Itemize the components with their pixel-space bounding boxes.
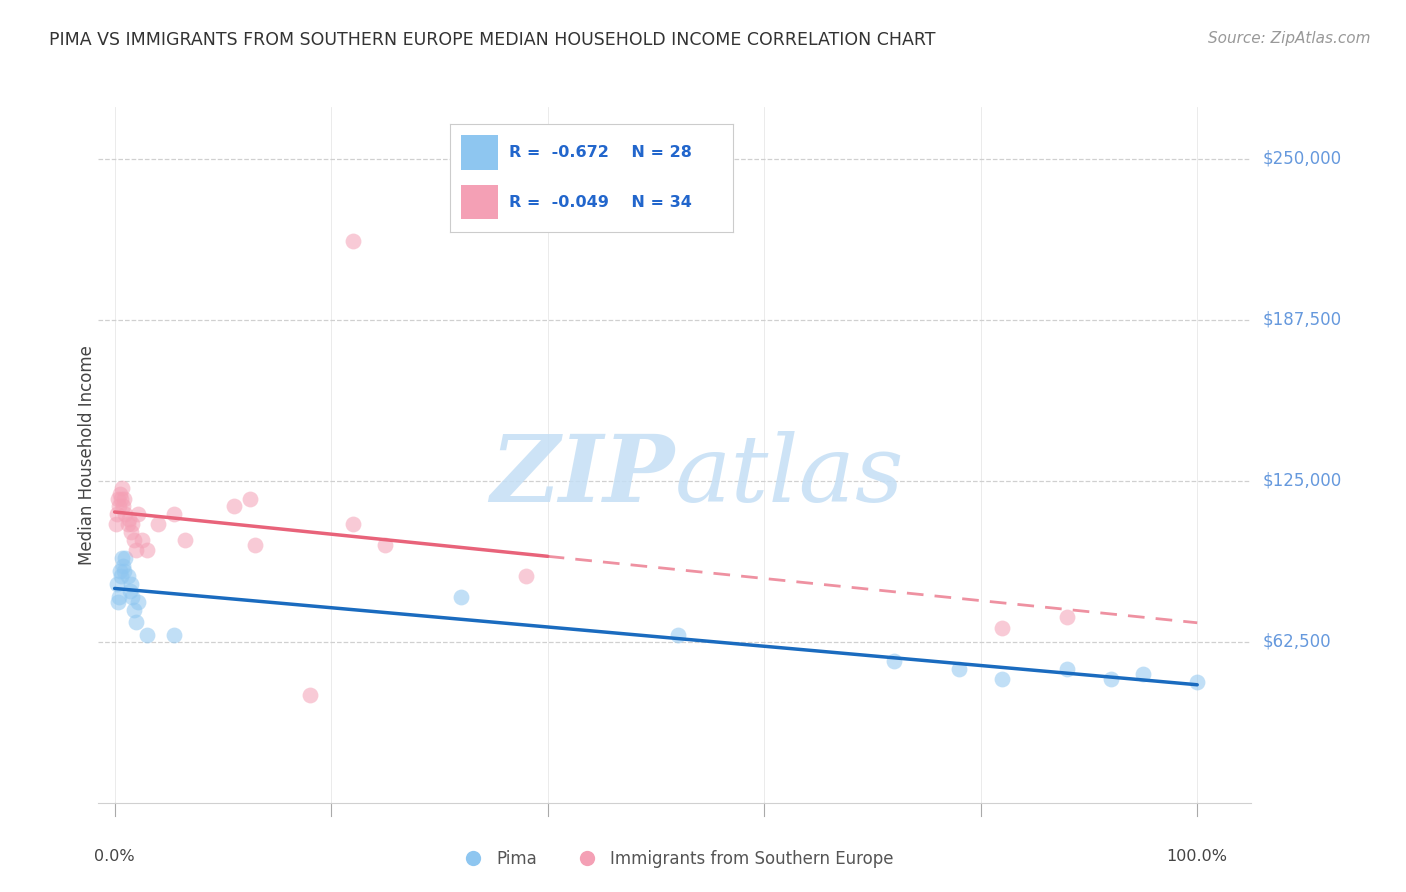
Point xyxy=(108,564,131,578)
Point xyxy=(125,615,148,630)
Point xyxy=(112,564,135,578)
Point xyxy=(127,507,149,521)
Point xyxy=(374,538,396,552)
Point xyxy=(105,576,128,591)
Point xyxy=(948,662,970,676)
Point xyxy=(122,602,145,616)
Point xyxy=(117,569,139,583)
Point xyxy=(515,569,537,583)
Point xyxy=(112,491,135,506)
Point xyxy=(108,486,131,500)
Point xyxy=(342,234,364,248)
Text: $187,500: $187,500 xyxy=(1263,310,1341,328)
Point xyxy=(136,628,159,642)
Point xyxy=(298,688,321,702)
Point xyxy=(122,533,145,547)
Point xyxy=(125,543,148,558)
Point xyxy=(666,628,689,642)
Point xyxy=(991,672,1014,686)
Text: $250,000: $250,000 xyxy=(1263,150,1341,168)
Point xyxy=(108,500,131,514)
Point xyxy=(245,538,267,552)
Point xyxy=(1056,610,1078,624)
Point xyxy=(108,590,131,604)
Point xyxy=(107,491,129,506)
Y-axis label: Median Household Income: Median Household Income xyxy=(79,345,96,565)
Point xyxy=(342,517,364,532)
Point xyxy=(146,517,169,532)
Point xyxy=(163,507,186,521)
Text: PIMA VS IMMIGRANTS FROM SOUTHERN EUROPE MEDIAN HOUSEHOLD INCOME CORRELATION CHAR: PIMA VS IMMIGRANTS FROM SOUTHERN EUROPE … xyxy=(49,31,936,49)
Point xyxy=(117,517,139,532)
Point xyxy=(174,533,197,547)
Text: $125,000: $125,000 xyxy=(1263,472,1341,490)
Point xyxy=(111,551,134,566)
Point xyxy=(107,595,129,609)
Text: 100.0%: 100.0% xyxy=(1167,849,1227,864)
Point xyxy=(104,517,127,532)
Text: atlas: atlas xyxy=(675,431,904,521)
Point xyxy=(120,525,142,540)
Point xyxy=(112,558,135,573)
Point xyxy=(114,507,136,521)
Point xyxy=(118,512,141,526)
Point xyxy=(883,654,905,668)
Point xyxy=(112,500,135,514)
Point xyxy=(105,507,128,521)
Point xyxy=(991,621,1014,635)
Text: Source: ZipAtlas.com: Source: ZipAtlas.com xyxy=(1208,31,1371,46)
Point xyxy=(1187,674,1209,689)
Point xyxy=(114,551,136,566)
Text: ZIP: ZIP xyxy=(491,431,675,521)
Point xyxy=(110,491,132,506)
Point xyxy=(163,628,186,642)
Point xyxy=(136,543,159,558)
Point xyxy=(1099,672,1122,686)
Point xyxy=(120,576,142,591)
Point xyxy=(110,569,132,583)
Point xyxy=(222,500,245,514)
Point xyxy=(121,590,143,604)
Point xyxy=(1132,667,1154,681)
Point xyxy=(118,584,141,599)
Point xyxy=(131,533,153,547)
Point xyxy=(127,595,149,609)
Point xyxy=(450,590,472,604)
Text: $62,500: $62,500 xyxy=(1263,632,1331,651)
Point xyxy=(111,482,134,496)
Point xyxy=(1056,662,1078,676)
Point xyxy=(121,517,143,532)
Legend: Pima, Immigrants from Southern Europe: Pima, Immigrants from Southern Europe xyxy=(450,843,900,874)
Point xyxy=(239,491,262,506)
Text: 0.0%: 0.0% xyxy=(94,849,135,864)
